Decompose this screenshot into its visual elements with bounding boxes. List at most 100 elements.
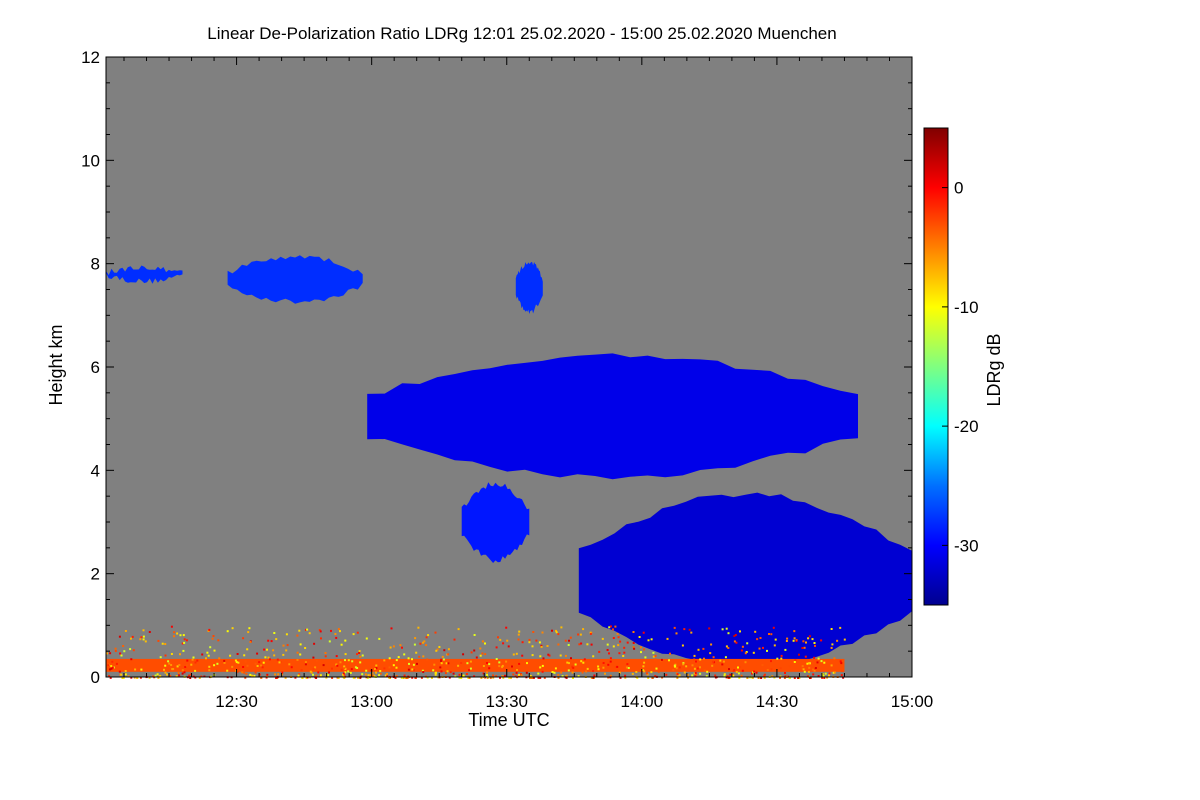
noise-speck bbox=[340, 668, 343, 671]
noise-speck bbox=[124, 670, 127, 673]
noise-speck bbox=[499, 676, 501, 679]
noise-speck bbox=[699, 658, 702, 661]
noise-speck bbox=[352, 676, 355, 679]
noise-speck bbox=[486, 671, 489, 674]
y-axis: 0 2 4 6 8 10 12 bbox=[81, 48, 912, 687]
noise-speck bbox=[677, 666, 680, 669]
noise-speck bbox=[802, 668, 805, 671]
noise-speck bbox=[623, 646, 626, 649]
noise-speck bbox=[546, 645, 549, 647]
noise-speck bbox=[712, 660, 715, 663]
noise-speck bbox=[425, 644, 428, 647]
noise-speck bbox=[583, 658, 586, 661]
noise-speck bbox=[438, 646, 441, 648]
noise-speck bbox=[313, 642, 316, 645]
noise-speck bbox=[111, 660, 114, 663]
noise-speck bbox=[246, 648, 249, 651]
noise-speck bbox=[356, 653, 358, 656]
noise-speck bbox=[696, 667, 699, 670]
noise-speck bbox=[447, 648, 450, 651]
noise-speck bbox=[473, 634, 476, 636]
noise-speck bbox=[265, 676, 268, 679]
noise-speck bbox=[319, 630, 322, 633]
noise-speck bbox=[273, 654, 276, 657]
noise-speck bbox=[779, 675, 782, 678]
noise-speck bbox=[258, 673, 261, 676]
noise-speck bbox=[738, 676, 741, 679]
colorbar-tick-label: 0 bbox=[954, 179, 963, 198]
noise-speck bbox=[458, 676, 461, 679]
noise-speck bbox=[481, 640, 484, 643]
noise-speck bbox=[367, 674, 370, 677]
noise-speck bbox=[298, 673, 301, 676]
noise-speck bbox=[434, 673, 437, 676]
noise-speck bbox=[342, 672, 345, 675]
noise-speck bbox=[412, 663, 415, 666]
noise-speck bbox=[142, 635, 145, 638]
noise-speck bbox=[422, 641, 424, 644]
noise-speck bbox=[788, 665, 791, 668]
noise-speck bbox=[284, 676, 287, 679]
noise-speck bbox=[507, 645, 510, 648]
noise-speck bbox=[532, 631, 535, 633]
noise-speck bbox=[532, 676, 535, 679]
noise-speck bbox=[185, 639, 188, 642]
noise-speck bbox=[678, 674, 681, 677]
noise-speck bbox=[469, 660, 472, 663]
noise-speck bbox=[184, 666, 187, 668]
noise-speck bbox=[320, 637, 322, 640]
noise-speck bbox=[571, 665, 574, 668]
noise-speck bbox=[752, 651, 755, 654]
noise-speck bbox=[466, 662, 469, 665]
noise-speck bbox=[602, 662, 605, 664]
noise-speck bbox=[753, 670, 756, 673]
noise-speck bbox=[286, 663, 289, 666]
noise-speck bbox=[784, 672, 786, 674]
noise-speck bbox=[655, 667, 658, 670]
x-tick-label: 13:00 bbox=[350, 692, 393, 711]
noise-speck bbox=[322, 664, 325, 667]
noise-speck bbox=[136, 676, 139, 679]
noise-speck bbox=[802, 640, 805, 643]
noise-speck bbox=[344, 671, 347, 674]
noise-speck bbox=[349, 671, 352, 674]
noise-speck bbox=[379, 670, 382, 672]
noise-speck bbox=[282, 653, 285, 656]
noise-speck bbox=[677, 675, 680, 678]
noise-speck bbox=[543, 676, 546, 679]
noise-speck bbox=[786, 637, 789, 640]
noise-speck bbox=[616, 632, 619, 635]
noise-speck bbox=[751, 672, 753, 675]
noise-speck bbox=[619, 676, 622, 679]
noise-speck bbox=[231, 665, 234, 668]
noise-speck bbox=[511, 665, 513, 668]
noise-speck bbox=[602, 666, 605, 669]
noise-speck bbox=[139, 638, 142, 641]
cloud-region-cirrus-west bbox=[106, 265, 183, 284]
noise-speck bbox=[242, 666, 245, 668]
colorbar-tick-label: -30 bbox=[954, 536, 979, 555]
noise-speck bbox=[688, 628, 691, 631]
noise-speck bbox=[676, 676, 679, 679]
noise-speck bbox=[426, 658, 429, 661]
noise-speck bbox=[294, 676, 297, 679]
noise-speck bbox=[176, 632, 179, 635]
data-regions bbox=[106, 255, 912, 672]
noise-speck bbox=[420, 676, 423, 679]
noise-speck bbox=[270, 640, 273, 643]
noise-speck bbox=[401, 677, 404, 679]
noise-speck bbox=[452, 672, 455, 675]
noise-speck bbox=[783, 676, 786, 679]
noise-speck bbox=[624, 674, 627, 677]
surface-aerosol-band bbox=[106, 658, 845, 672]
noise-speck bbox=[728, 668, 730, 671]
noise-speck bbox=[642, 665, 645, 668]
noise-speck bbox=[518, 630, 521, 633]
noise-speck bbox=[830, 664, 833, 667]
noise-speck bbox=[683, 628, 686, 631]
noise-speck bbox=[209, 646, 212, 649]
noise-speck bbox=[681, 644, 684, 647]
noise-speck bbox=[734, 634, 737, 636]
noise-speck bbox=[399, 644, 402, 647]
noise-speck bbox=[807, 637, 810, 640]
